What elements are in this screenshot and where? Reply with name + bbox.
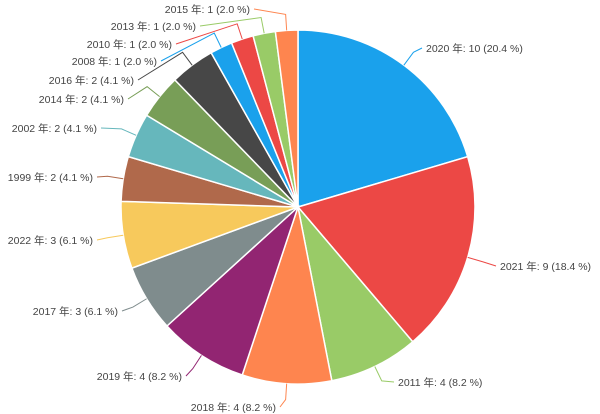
leader-line-2013	[199, 16, 265, 34]
leader-line-2015	[253, 8, 288, 31]
labels-layer: 2020 年: 10 (20.4 %) 2021 年: 9 (18.4 %) 201…	[8, 3, 591, 414]
slice-label-2014: 2014 年: 2 (4.1 %)	[39, 93, 124, 106]
slice-label-2013: 2013 年: 1 (2.0 %)	[111, 20, 196, 33]
slice-label-2016: 2016 年: 2 (4.1 %)	[49, 74, 134, 87]
leader-line-2021	[467, 256, 497, 267]
leader-lines-layer	[96, 8, 497, 408]
slice-label-2022: 2022 年: 3 (6.1 %)	[8, 234, 93, 247]
slice-label-2011: 2011 年: 4 (8.2 %)	[398, 376, 482, 389]
pie-slice-2020[interactable]	[297, 29, 469, 209]
leader-line-2022	[96, 234, 124, 241]
leader-line-2002	[100, 127, 137, 136]
slice-label-2002: 2002 年: 2 (4.1 %)	[12, 122, 97, 135]
slice-label-2021: 2021 年: 9 (18.4 %)	[500, 260, 591, 273]
leader-line-2011	[374, 366, 395, 383]
pie-slice-2019[interactable]	[165, 204, 300, 376]
slice-label-2008: 2008 年: 1 (2.0 %)	[72, 55, 157, 68]
slice-label-1999: 1999 年: 2 (4.1 %)	[8, 171, 93, 184]
leader-line-2018	[279, 383, 288, 408]
slice-label-2010: 2010 年: 1 (2.0 %)	[87, 38, 172, 51]
pie-slice-2015[interactable]	[274, 29, 299, 208]
leader-line-2014	[127, 86, 160, 100]
leader-line-2017	[121, 298, 147, 312]
leader-line-2008	[160, 32, 222, 62]
leader-line-2019	[185, 355, 202, 377]
slices-layer	[120, 29, 476, 385]
slice-label-2015: 2015 年: 1 (2.0 %)	[165, 3, 250, 16]
slice-label-2020: 2020 年: 10 (20.4 %)	[426, 42, 523, 55]
slice-label-2017: 2017 年: 3 (6.1 %)	[33, 305, 118, 318]
slice-label-2018: 2018 年: 4 (8.2 %)	[191, 401, 276, 414]
pie-slice-2018[interactable]	[241, 204, 333, 385]
leader-line-2010	[175, 23, 243, 45]
leader-line-2020	[403, 47, 423, 66]
pie-slice-2011[interactable]	[296, 204, 414, 382]
slice-label-2019: 2019 年: 4 (8.2 %)	[97, 370, 182, 383]
pie-slice-2021[interactable]	[296, 155, 476, 343]
leader-line-2016	[137, 51, 193, 81]
leader-line-1999	[96, 175, 124, 180]
